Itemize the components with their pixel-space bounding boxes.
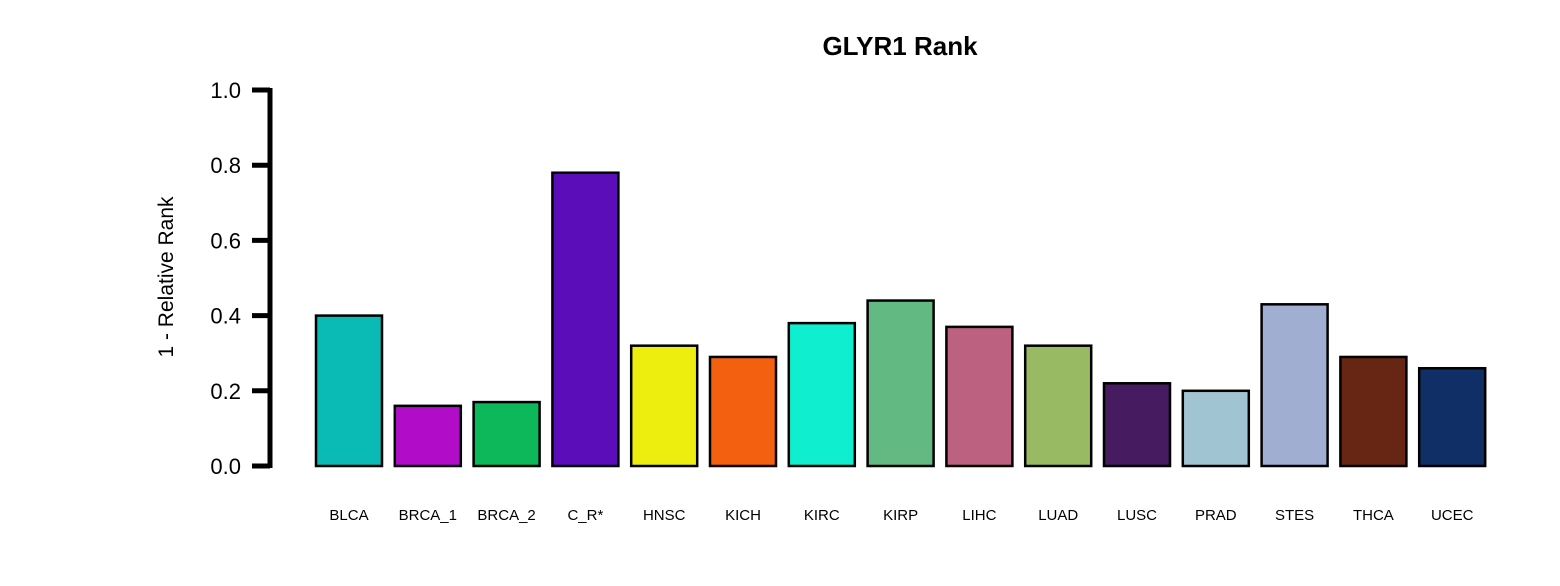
y-tick-label: 0.6	[210, 228, 241, 253]
x-tick-label: BRCA_2	[477, 507, 535, 524]
bar-hnsc	[629, 344, 699, 468]
bar-ucec	[1417, 366, 1487, 468]
y-ticks: 0.0 0.2 0.4 0.6 0.8 1.0	[210, 78, 270, 479]
x-tick-label: BRCA_1	[399, 507, 457, 524]
bar-lihc	[945, 325, 1014, 468]
chart-title: GLYR1 Rank	[822, 31, 978, 61]
x-tick-label: UCEC	[1431, 507, 1474, 524]
bar-brca-2	[472, 400, 541, 468]
x-tick-label: LIHC	[962, 507, 996, 524]
bar-blca	[314, 314, 384, 468]
y-tick-label: 0.8	[210, 153, 241, 178]
x-tick-label: KICH	[725, 507, 761, 524]
x-tick-label: C_R*	[567, 507, 603, 524]
x-tick-label: LUAD	[1038, 507, 1078, 524]
x-tick-label: LUSC	[1117, 507, 1157, 524]
x-tick-label: HNSC	[643, 507, 686, 524]
y-axis-label: 1 - Relative Rank	[155, 196, 178, 358]
bar-lusc	[1102, 382, 1172, 468]
x-tick-label: KIRC	[804, 507, 840, 524]
x-tick-label: PRAD	[1195, 507, 1237, 524]
y-tick-label: 0.2	[210, 379, 241, 404]
bar-prad	[1181, 389, 1251, 468]
bar-thca	[1339, 355, 1408, 468]
bar-kirp	[866, 299, 935, 468]
y-tick-label: 1.0	[210, 78, 241, 103]
x-tick-label: KIRP	[883, 507, 918, 524]
bar-kirc	[787, 321, 857, 468]
bar-luad	[1023, 344, 1093, 468]
x-tick-labels: BLCA BRCA_1 BRCA_2 C_R* HNSC KICH KIRC KIRP LIHC…	[329, 507, 1473, 524]
x-tick-label: BLCA	[329, 507, 368, 524]
x-tick-label: THCA	[1353, 507, 1394, 524]
y-tick-label: 0.0	[210, 454, 241, 479]
bar-stes	[1260, 303, 1329, 468]
bar-brca-1	[393, 404, 463, 468]
x-tick-label: STES	[1275, 507, 1314, 524]
bar-c-r	[551, 171, 620, 468]
bars	[314, 171, 1487, 468]
y-tick-label: 0.4	[210, 304, 241, 329]
bar-kich	[708, 355, 778, 468]
